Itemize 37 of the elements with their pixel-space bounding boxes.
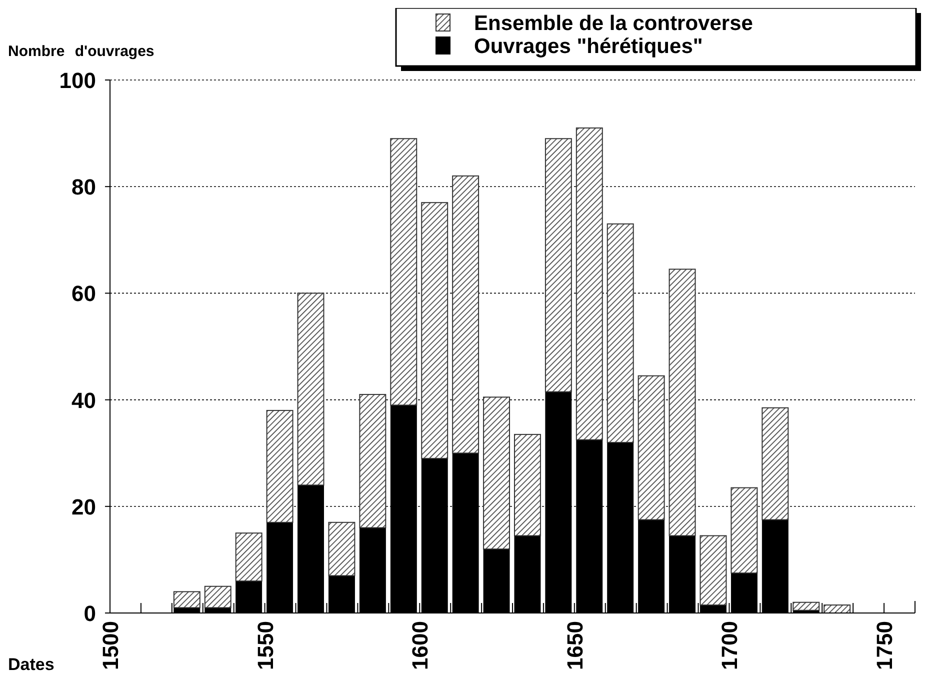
legend-label: Ouvrages "hérétiques" — [474, 35, 703, 58]
bar — [730, 487, 758, 574]
bar — [544, 138, 572, 392]
x-tick-label: 1700 — [717, 621, 742, 670]
bar — [483, 396, 510, 550]
x-tick-label: 1750 — [872, 621, 898, 670]
bar — [297, 292, 324, 486]
bar — [266, 410, 294, 523]
bar — [762, 407, 789, 520]
y-tick-label: 100 — [59, 68, 96, 93]
bar — [668, 268, 696, 536]
y-tick-label: 60 — [72, 281, 96, 306]
y-tick-label: 40 — [72, 388, 96, 413]
y-tick-label: 20 — [72, 494, 96, 520]
bar — [606, 223, 634, 443]
legend-label: Ensemble de la controverse — [474, 12, 753, 35]
bar — [576, 127, 603, 440]
x-axis-title: Dates — [8, 655, 54, 674]
y-tick-label: 0 — [84, 601, 96, 626]
bar — [359, 394, 386, 528]
x-tick-label: 1500 — [98, 621, 123, 670]
bar — [173, 591, 200, 608]
bar — [514, 434, 541, 536]
bar — [792, 602, 820, 611]
y-axis-title: Nombre d'ouvrages — [8, 43, 154, 60]
bar — [421, 202, 448, 459]
bar — [328, 522, 356, 576]
x-tick-label: 1650 — [562, 621, 588, 670]
y-tick-label: 80 — [72, 174, 96, 200]
bar — [700, 535, 727, 606]
bar — [204, 586, 232, 608]
x-tick-label: 1600 — [408, 621, 433, 670]
bar — [235, 532, 262, 582]
x-tick-label: 1550 — [252, 621, 278, 670]
bar — [390, 138, 418, 406]
bar — [452, 175, 480, 454]
bar — [638, 375, 665, 520]
